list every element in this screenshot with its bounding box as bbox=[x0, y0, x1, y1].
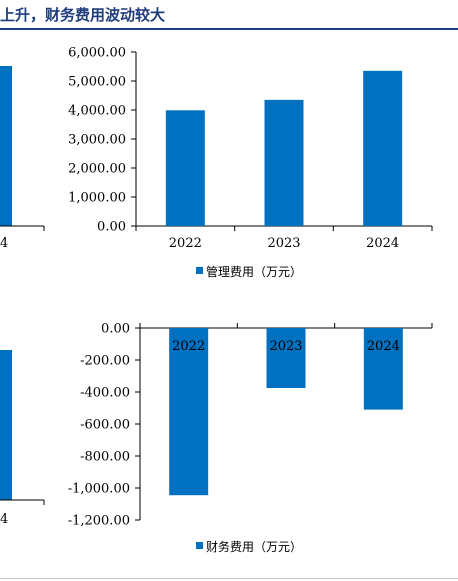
y-tick-label: 1,000.00 bbox=[68, 191, 126, 206]
bar-2022 bbox=[169, 328, 209, 496]
y-tick-label: 5,000.00 bbox=[68, 75, 126, 90]
cropped-tick-label-bottom: 4 bbox=[0, 512, 8, 527]
y-tick-label: 0.00 bbox=[97, 220, 126, 235]
title-underline bbox=[0, 28, 458, 30]
x-tick-label: 2022 bbox=[172, 339, 205, 354]
legend: 财务费用（万元） bbox=[196, 539, 302, 554]
y-tick-label: 2,000.00 bbox=[68, 162, 126, 177]
bar-2024 bbox=[363, 70, 403, 226]
y-tick-label: -200.00 bbox=[80, 354, 130, 369]
left-cropped-charts: 44 bbox=[0, 66, 45, 527]
x-tick-label: 2023 bbox=[269, 339, 302, 354]
legend-label: 财务费用（万元） bbox=[206, 539, 302, 554]
legend: 管理费用（万元） bbox=[196, 264, 302, 279]
x-tick-label: 2024 bbox=[367, 339, 400, 354]
legend-swatch bbox=[196, 542, 203, 549]
y-tick-label: -400.00 bbox=[80, 386, 130, 401]
y-tick-label: -1,200.00 bbox=[68, 514, 130, 529]
bar-2023 bbox=[266, 328, 306, 388]
legend-swatch bbox=[196, 267, 203, 274]
y-tick-label: -800.00 bbox=[80, 450, 130, 465]
financial-expense-chart: 0.00 -200.00 -400.00 -600.00 -800.00 -1,000.0… bbox=[68, 322, 433, 554]
y-tick-label: -600.00 bbox=[80, 418, 130, 433]
cropped-bar-bottom bbox=[0, 350, 12, 500]
y-tick-label: 4,000.00 bbox=[68, 104, 126, 119]
page-title: 上升，财务费用波动较大 bbox=[0, 6, 166, 24]
legend-label: 管理费用（万元） bbox=[206, 264, 302, 279]
y-tick-label: 3,000.00 bbox=[68, 133, 126, 148]
management-expense-chart: 0.00 1,000.00 2,000.00 3,000.00 4,000.00 5,00… bbox=[68, 46, 433, 279]
cropped-bar-top bbox=[0, 66, 12, 226]
cropped-tick-label-top: 4 bbox=[0, 236, 8, 251]
y-tick-label: 0.00 bbox=[101, 322, 130, 337]
bar-2022 bbox=[165, 110, 205, 226]
x-tick-label: 2024 bbox=[366, 236, 399, 251]
x-tick-label: 2022 bbox=[169, 236, 202, 251]
bar-2023 bbox=[264, 99, 304, 226]
y-tick-label: 6,000.00 bbox=[68, 46, 126, 61]
bar-2024 bbox=[363, 328, 403, 410]
y-tick-label: -1,000.00 bbox=[68, 482, 130, 497]
x-tick-label: 2023 bbox=[267, 236, 300, 251]
bottom-divider bbox=[0, 578, 458, 579]
